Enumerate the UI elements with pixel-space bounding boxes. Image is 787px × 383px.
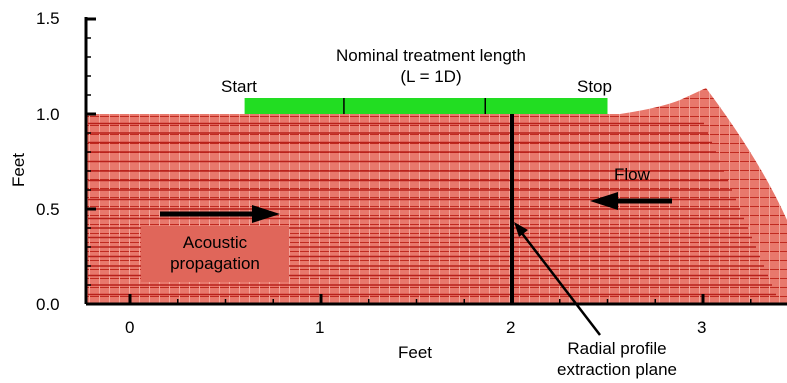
x-tick-label: 3: [697, 318, 707, 337]
y-axis-title: Feet: [9, 152, 28, 188]
treatment-length-bar: [244, 98, 608, 114]
y-tick-label: 1.5: [36, 9, 60, 28]
radial-pointer-arrow: [514, 222, 601, 336]
axis-ticks: [86, 17, 752, 306]
y-tick-label: 0.5: [36, 200, 60, 219]
stop-label: Stop: [577, 77, 612, 96]
start-label: Start: [221, 77, 257, 96]
y-tick-label: 1.0: [36, 105, 60, 124]
x-tick-label: 0: [125, 318, 135, 337]
acoustic-label-background: [141, 226, 289, 282]
acoustic-arrow: [160, 205, 280, 223]
treatment-dividers: [343, 98, 487, 114]
treatment-title-line1: Nominal treatment length: [336, 46, 526, 65]
x-tick-label: 1: [315, 318, 325, 337]
radial-profile-label: Radial profile extraction plane: [542, 338, 692, 380]
y-tick-label: 0.0: [36, 295, 60, 314]
flow-label: Flow: [614, 165, 650, 184]
treatment-title: Nominal treatment length (L = 1D): [306, 45, 556, 87]
radial-label-line2: extraction plane: [556, 360, 678, 379]
acoustic-label-line1: Acoustic: [182, 233, 248, 252]
axes: [84, 17, 787, 306]
treatment-title-line2: (L = 1D): [400, 67, 462, 86]
x-tick-label: 2: [506, 318, 516, 337]
x-axis-title: Feet: [398, 343, 433, 362]
acoustic-label-line2: propagation: [170, 254, 260, 273]
flow-arrow: [590, 192, 672, 210]
radial-label-line1: Radial profile: [567, 339, 667, 358]
acoustic-propagation-label: Acoustic propagation: [141, 232, 289, 274]
